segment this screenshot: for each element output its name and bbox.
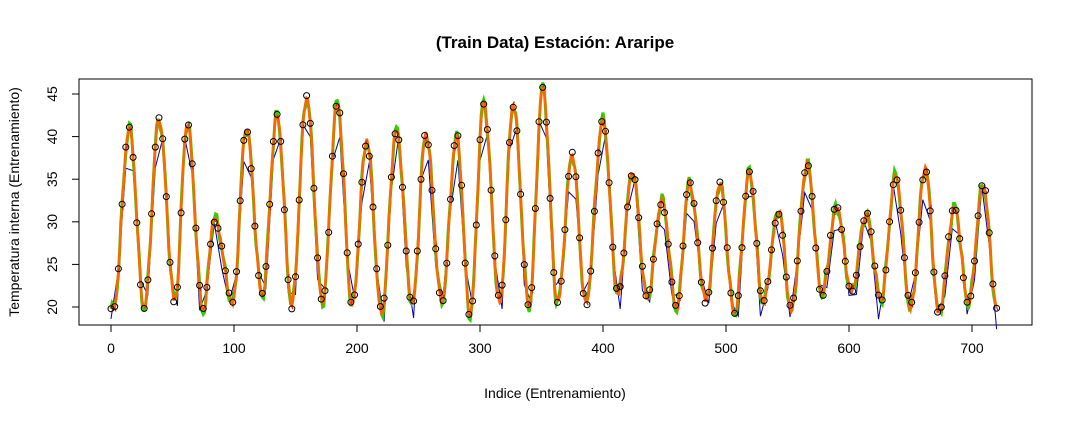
y-axis: 20 25 30 35 40 45 [44, 86, 79, 315]
series-fit [111, 85, 998, 315]
x-tick-label: 500 [714, 340, 738, 356]
y-tick-label: 30 [44, 214, 60, 230]
x-tick-label: 600 [837, 340, 861, 356]
y-tick-label: 25 [44, 256, 60, 272]
y-tick-label: 35 [44, 171, 60, 187]
fit-line [111, 88, 997, 316]
y-tick-label: 20 [44, 299, 60, 315]
x-tick-label: 200 [345, 340, 369, 356]
x-tick-label: 300 [468, 340, 492, 356]
x-tick-label: 100 [222, 340, 246, 356]
x-tick-label: 400 [591, 340, 615, 356]
x-axis-label: Indice (Entrenamiento) [484, 385, 626, 401]
y-tick-label: 45 [44, 86, 60, 102]
y-axis-label: Temperatura interna (Entrenamiento) [6, 87, 22, 317]
x-axis: 0 100 200 300 400 500 600 700 [107, 325, 984, 356]
y-tick-label: 40 [44, 129, 60, 145]
x-tick-label: 700 [960, 340, 984, 356]
chart-title: (Train Data) Estación: Araripe [436, 33, 674, 52]
x-tick-label: 0 [107, 340, 115, 356]
